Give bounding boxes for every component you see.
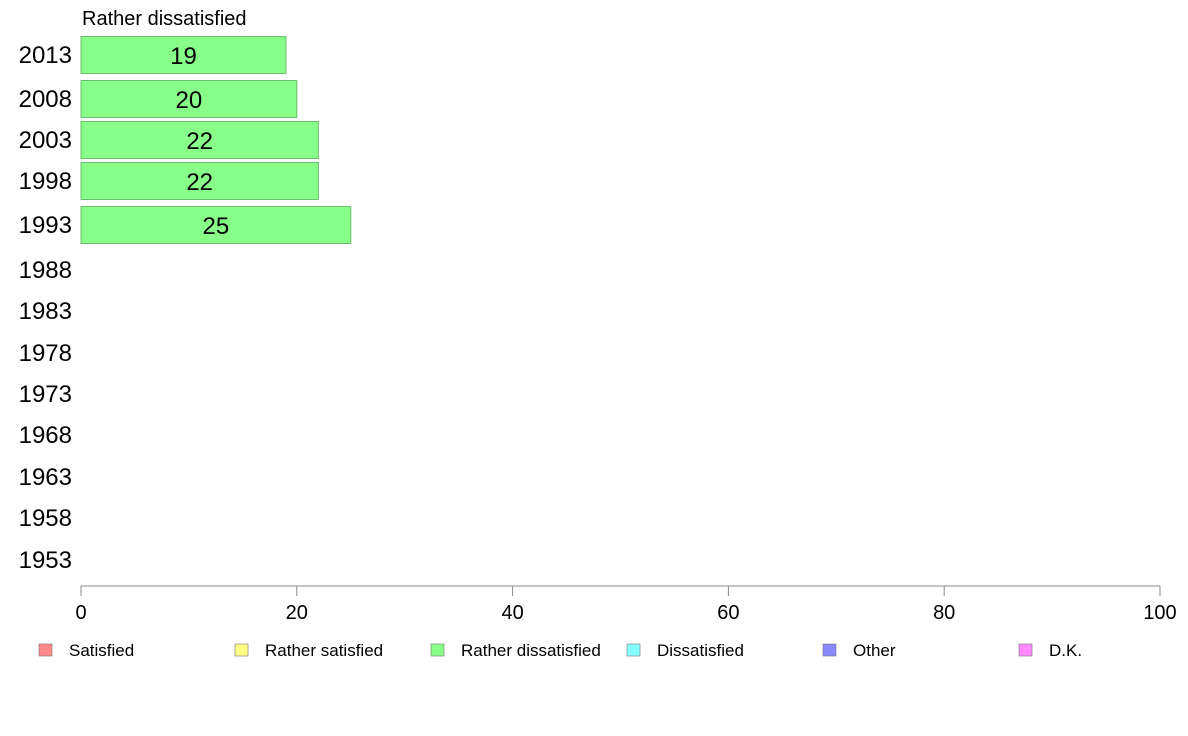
y-tick-label: 1953 xyxy=(19,547,72,574)
legend-swatch xyxy=(822,643,837,657)
data-label: 22 xyxy=(186,128,213,155)
data-label: 22 xyxy=(186,169,213,196)
y-axis-labels: 2013 2008 2003 1998 1993 1988 1983 1978 1973 1968… xyxy=(19,42,72,574)
y-tick-label: 2003 xyxy=(19,127,72,154)
y-tick-label: 1963 xyxy=(19,464,72,491)
legend-swatch xyxy=(234,643,249,657)
y-tick-label: 1958 xyxy=(19,505,72,532)
y-tick-label: 2013 xyxy=(19,42,72,69)
legend-swatch xyxy=(626,643,641,657)
legend-swatch xyxy=(1018,643,1033,657)
bar xyxy=(80,36,287,74)
y-tick-label: 1993 xyxy=(19,212,72,239)
bar xyxy=(80,121,319,159)
y-tick-label: 1968 xyxy=(19,422,72,449)
x-axis: 0 20 40 60 80 100 xyxy=(75,585,1177,624)
bar xyxy=(80,206,352,244)
x-tick-label: 80 xyxy=(933,602,955,624)
x-tick-label: 20 xyxy=(286,602,308,624)
legend-label: Satisfied xyxy=(69,641,134,660)
y-tick-label: 1978 xyxy=(19,340,72,367)
y-tick-label: 1988 xyxy=(19,257,72,284)
legend: Satisfied Rather satisfied Rather dissatis… xyxy=(38,641,1082,660)
x-tick-label: 100 xyxy=(1143,602,1176,624)
x-tick-label: 0 xyxy=(75,602,86,624)
y-tick-label: 2008 xyxy=(19,86,72,113)
chart-title: Rather dissatisfied xyxy=(82,8,247,30)
legend-swatch xyxy=(430,643,445,657)
legend-label: D.K. xyxy=(1049,641,1082,660)
bar xyxy=(80,80,298,118)
data-label: 25 xyxy=(203,213,230,240)
legend-swatch xyxy=(38,643,53,657)
legend-label: Other xyxy=(853,641,896,660)
y-tick-label: 1998 xyxy=(19,168,72,195)
bar xyxy=(80,162,319,200)
x-tick-label: 60 xyxy=(717,602,739,624)
y-tick-label: 1973 xyxy=(19,381,72,408)
x-tick-label: 40 xyxy=(501,602,523,624)
data-label: 19 xyxy=(170,43,197,70)
y-tick-label: 1983 xyxy=(19,298,72,325)
legend-label: Dissatisfied xyxy=(657,641,744,660)
legend-label: Rather dissatisfied xyxy=(461,641,601,660)
bar-group: 19 20 22 22 25 xyxy=(80,36,352,244)
legend-label: Rather satisfied xyxy=(265,641,383,660)
data-label: 20 xyxy=(176,87,203,114)
